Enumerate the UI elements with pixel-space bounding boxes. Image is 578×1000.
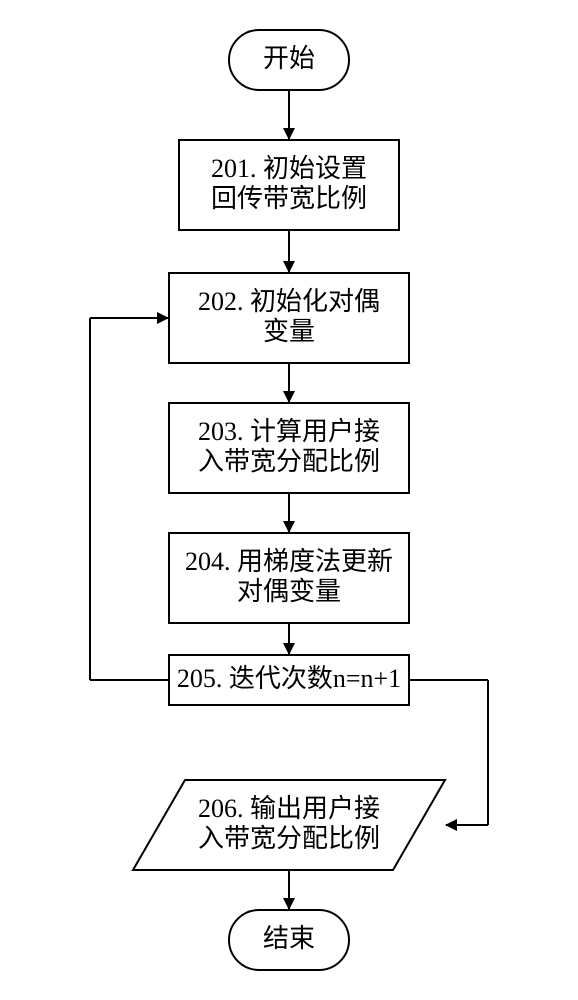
svg-text:入带宽分配比例: 入带宽分配比例 — [198, 824, 380, 853]
flowchart: 开始 201. 初始设置回传带宽比例 202. 初始化对偶变量 203. 计算用户接入… — [0, 0, 578, 1000]
svg-text:204. 用梯度法更新: 204. 用梯度法更新 — [185, 547, 393, 576]
svg-text:203. 计算用户接: 203. 计算用户接 — [198, 417, 380, 446]
svg-text:202. 初始化对偶: 202. 初始化对偶 — [198, 287, 380, 316]
svg-text:201. 初始设置: 201. 初始设置 — [211, 154, 367, 183]
svg-text:对偶变量: 对偶变量 — [237, 577, 341, 606]
svg-text:变量: 变量 — [263, 317, 315, 346]
svg-text:206. 输出用户接: 206. 输出用户接 — [198, 794, 380, 823]
svg-text:开始: 开始 — [263, 44, 315, 73]
svg-text:回传带宽比例: 回传带宽比例 — [211, 184, 367, 213]
svg-text:结束: 结束 — [263, 924, 315, 953]
svg-text:205. 迭代次数n=n+1: 205. 迭代次数n=n+1 — [177, 664, 401, 693]
svg-text:入带宽分配比例: 入带宽分配比例 — [198, 447, 380, 476]
